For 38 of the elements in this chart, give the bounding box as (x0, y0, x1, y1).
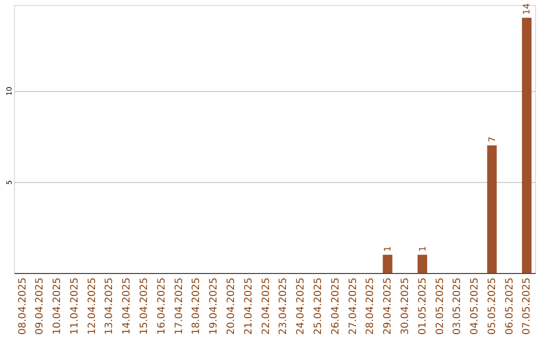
x-tick-label: 18.04.2025 (191, 278, 202, 335)
x-tick-label: 20.04.2025 (226, 278, 238, 335)
x-tick-label: 29.04.2025 (382, 278, 394, 335)
x-tick-label: 30.04.2025 (400, 278, 411, 335)
x-tick-label: 10.04.2025 (52, 278, 64, 335)
bar (487, 145, 497, 273)
x-tick-label: 22.04.2025 (260, 278, 272, 335)
x-tick-label: 11.04.2025 (69, 278, 80, 335)
x-tick-label: 05.05.2025 (486, 278, 498, 335)
x-tick-label: 07.05.2025 (522, 278, 533, 335)
x-tick-label: 04.05.2025 (470, 278, 481, 335)
x-tick-label: 23.04.2025 (278, 278, 290, 335)
x-tick-label: 21.04.2025 (243, 278, 254, 335)
x-tick-label: 12.04.2025 (86, 278, 98, 335)
data-label: 7 (488, 136, 498, 142)
x-tick-label: 15.04.2025 (139, 278, 150, 335)
x-tick-label: 14.04.2025 (122, 278, 133, 335)
x-tick-label: 01.05.2025 (417, 278, 428, 335)
x-tick-label: 08.04.2025 (17, 278, 28, 335)
x-tick-label: 24.04.2025 (296, 278, 307, 335)
x-tick-label: 17.04.2025 (174, 278, 185, 335)
data-label: 1 (418, 246, 428, 252)
x-tick-label: 13.04.2025 (104, 278, 116, 335)
data-label: 1 (384, 246, 394, 252)
bar (418, 254, 428, 273)
bar (382, 254, 392, 273)
x-tick-label: 27.04.2025 (348, 278, 359, 335)
bar (522, 18, 532, 273)
x-tick-label: 03.05.2025 (452, 278, 464, 335)
x-tick-label: 16.04.2025 (156, 278, 168, 335)
x-tick-label: 25.04.2025 (312, 278, 324, 335)
x-tick-label: 09.04.2025 (34, 278, 46, 335)
x-tick-label: 19.04.2025 (208, 278, 220, 335)
data-label: 14 (522, 3, 533, 15)
x-tick-label: 26.04.2025 (330, 278, 342, 335)
x-tick-label: 06.05.2025 (504, 278, 516, 335)
x-tick-label: 02.05.2025 (434, 278, 446, 335)
x-tick-label: 28.04.2025 (365, 278, 376, 335)
